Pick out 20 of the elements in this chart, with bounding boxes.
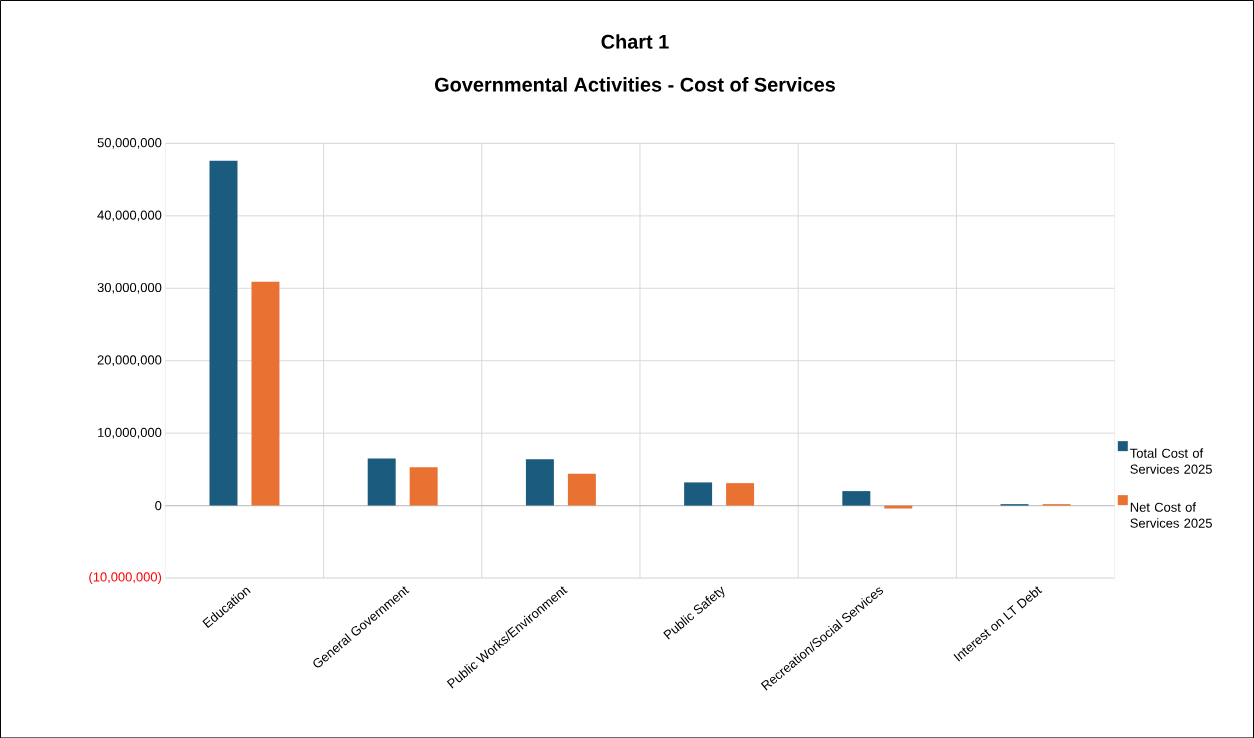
bar — [367, 458, 396, 506]
chart-subtitle: Governmental Activities - Cost of Services — [434, 76, 835, 92]
y-tick-label: 50,000,000 — [97, 137, 162, 149]
bar — [525, 459, 554, 506]
bar — [842, 490, 871, 506]
y-tick-label: 20,000,000 — [97, 355, 162, 366]
chart-title: Chart 1 — [601, 33, 669, 49]
bar — [209, 160, 238, 506]
bar — [684, 482, 713, 506]
legend-label: Total Cost of Services 2025 — [1130, 448, 1212, 474]
y-tick-label: (10,000,000) — [89, 571, 162, 584]
legend-label: Net Cost of Services 2025 — [1130, 502, 1212, 528]
y-tick-label: 40,000,000 — [97, 210, 162, 221]
bar — [726, 482, 755, 506]
bar — [567, 473, 596, 506]
bar — [251, 281, 280, 506]
bar — [409, 467, 438, 506]
y-tick-label: 0 — [155, 500, 162, 510]
y-tick-label: 10,000,000 — [98, 427, 162, 439]
y-tick-label: 30,000,000 — [97, 282, 162, 294]
